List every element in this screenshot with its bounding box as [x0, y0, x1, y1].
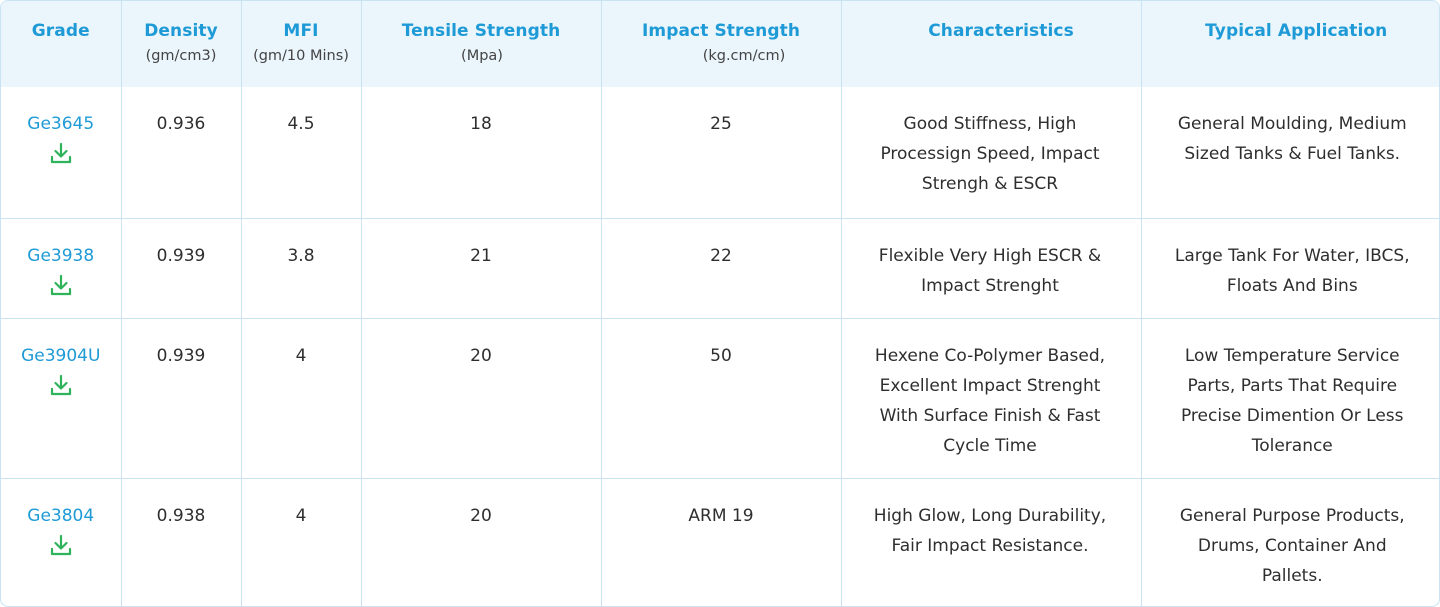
application-cell: Low Temperature Service Parts, Parts Tha… — [1141, 318, 1439, 479]
download-icon[interactable] — [50, 533, 72, 557]
grade-link[interactable]: Ge3904U — [21, 345, 101, 366]
tensile-cell: 21 — [361, 218, 602, 319]
grade-link[interactable]: Ge3804 — [27, 505, 95, 526]
header-title: Characteristics — [928, 21, 1074, 41]
mfi-cell: 4.5 — [241, 87, 362, 219]
grade-cell: Ge3804 — [1, 478, 122, 606]
table-body: Ge3645 0.936 4.5 18 25 Good Stiffness, H… — [1, 87, 1439, 606]
table-row: Ge3904U 0.939 4 20 50 Hexene Co-Polymer … — [1, 318, 1439, 479]
application-cell: General Purpose Products, Drums, Contain… — [1179, 505, 1405, 586]
mfi-cell: 3.8 — [241, 218, 362, 319]
header-title: Tensile Strength — [401, 21, 561, 41]
header-title: Typical Application — [1205, 21, 1388, 41]
tensile-cell: 20 — [361, 318, 602, 479]
impact-cell: 22 — [601, 218, 842, 319]
header-mfi: MFI (gm/10 Mins) — [241, 1, 362, 87]
header-title: Density — [144, 21, 218, 41]
density-cell: 0.938 — [121, 478, 242, 606]
density-cell: 0.939 — [121, 318, 242, 479]
grade-link[interactable]: Ge3645 — [27, 114, 95, 134]
grade-cell: Ge3904U — [1, 318, 122, 479]
tensile-cell: 20 — [361, 478, 602, 606]
download-icon[interactable] — [50, 273, 72, 297]
table-header: Grade Density (gm/cm3) MFI (gm/10 Mins) … — [1, 1, 1439, 87]
download-icon[interactable] — [50, 373, 72, 397]
download-icon[interactable] — [50, 141, 72, 165]
header-title: Impact Strength — [641, 21, 801, 41]
header-grade: Grade — [1, 1, 122, 87]
header-title: Grade — [31, 21, 90, 41]
characteristics-cell: Flexible Very High ESCR & Impact Strengh… — [841, 218, 1142, 319]
application-cell: General Moulding, Medium Sized Tanks & F… — [1141, 87, 1439, 219]
mfi-cell: 4 — [241, 318, 362, 479]
header-row: Grade Density (gm/cm3) MFI (gm/10 Mins) … — [1, 1, 1439, 87]
impact-cell: 50 — [601, 318, 842, 479]
header-tensile-strength: Tensile Strength (Mpa) — [361, 1, 602, 87]
density-cell: 0.939 — [121, 218, 242, 319]
header-unit: (Mpa) — [461, 48, 503, 64]
header-unit: (kg.cm/cm) — [702, 48, 786, 64]
impact-cell: ARM 19 — [601, 478, 842, 606]
header-typical-application: Typical Application — [1141, 1, 1439, 87]
table-row: Ge3645 0.936 4.5 18 25 Good Stiffness, H… — [1, 87, 1439, 219]
characteristics-cell: Hexene Co-Polymer Based, Excellent Impac… — [841, 318, 1142, 479]
table-row: Ge3938 0.939 3.8 21 22 Flexible Very Hig… — [1, 218, 1439, 319]
mfi-cell: 4 — [241, 478, 362, 606]
table-row: Ge3804 0.938 4 20 ARM 19 High Glow, Long… — [1, 478, 1439, 606]
header-title: MFI — [283, 21, 319, 41]
grade-link[interactable]: Ge3938 — [27, 245, 95, 266]
header-unit: (gm/10 Mins) — [253, 48, 349, 64]
characteristics-cell: Good Stiffness, High Processign Speed, I… — [841, 87, 1142, 219]
header-unit: (gm/cm3) — [145, 48, 217, 64]
grade-cell: Ge3645 — [1, 87, 122, 219]
header-impact-strength: Impact Strength (kg.cm/cm) — [601, 1, 842, 87]
grade-cell: Ge3938 — [1, 218, 122, 319]
header-characteristics: Characteristics — [841, 1, 1142, 87]
impact-cell: 25 — [601, 87, 842, 219]
header-density: Density (gm/cm3) — [121, 1, 242, 87]
tensile-cell: 18 — [361, 87, 602, 219]
characteristics-cell: High Glow, Long Durability, Fair Impact … — [841, 478, 1142, 606]
density-cell: 0.936 — [121, 87, 242, 219]
application-cell: Large Tank For Water, IBCS, Floats And B… — [1141, 218, 1439, 319]
